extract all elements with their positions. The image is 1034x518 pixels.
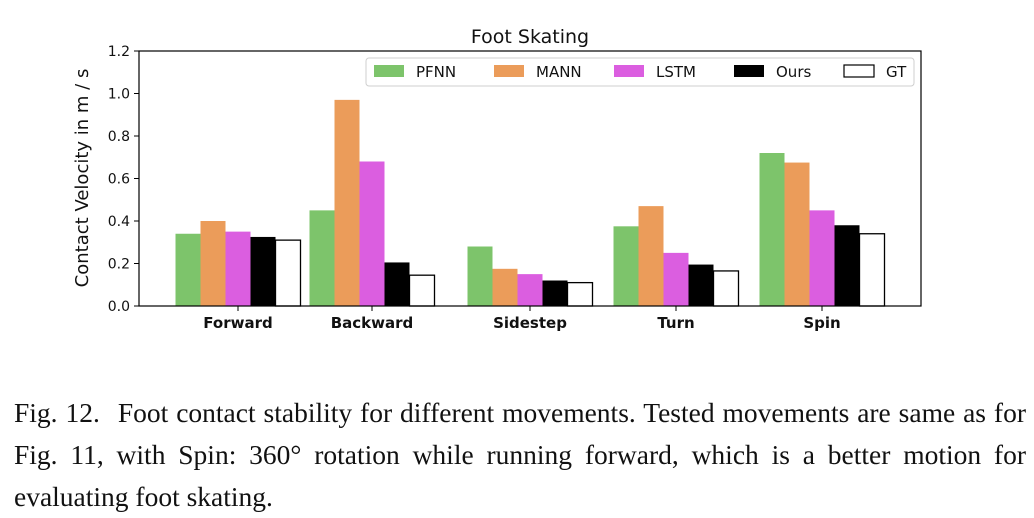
legend-swatch-lstm: [614, 65, 644, 77]
y-axis-label: Contact Velocity in m / s: [72, 69, 93, 288]
bar-lstm-forward: [225, 231, 251, 306]
plot-area: Forward Backward Sidestep Turn Spin 0.0 0.2 0.4…: [108, 44, 922, 332]
bar-ours-sidestep: [542, 280, 568, 306]
bar-gt-backward: [408, 274, 436, 307]
bar-gt-sidestep: [566, 281, 594, 307]
plot-frame: [138, 50, 922, 307]
bar-lstm-sidestep: [517, 274, 543, 306]
bar-chart: Foot Skating Contact Velocity in m / s F…: [72, 26, 922, 332]
chart-title: Foot Skating: [471, 26, 589, 48]
x-tick-label: Forward: [203, 314, 272, 332]
legend-label-lstm: LSTM: [656, 63, 696, 81]
legend-label-ours: Ours: [776, 63, 811, 81]
legend-label-gt: GT: [886, 63, 907, 81]
bar-pfnn-turn: [613, 226, 639, 306]
bar-pfnn-sidestep: [467, 246, 493, 306]
caption-label: Fig. 12.: [14, 397, 100, 428]
legend-label-mann: MANN: [536, 63, 582, 81]
bar-pfnn-backward: [309, 210, 335, 306]
bar-ours-forward: [250, 236, 276, 306]
y-tick-label: 0.2: [108, 257, 130, 273]
y-tick-label: 0.8: [108, 129, 130, 145]
x-tick-label: Backward: [331, 314, 414, 332]
bar-mann-sidestep: [492, 268, 518, 306]
bar-lstm-turn: [663, 252, 689, 306]
y-tick-label: 1.0: [108, 87, 130, 103]
bar-ours-spin: [834, 225, 860, 306]
legend-swatch-mann: [494, 65, 524, 77]
bar-gt-turn: [712, 270, 740, 307]
y-tick-label: 0.6: [108, 172, 130, 188]
bar-pfnn-spin: [759, 153, 785, 306]
bar-ours-turn: [688, 264, 714, 306]
y-tick-label: 0.4: [108, 214, 130, 230]
legend-swatch-ours: [734, 65, 764, 77]
bar-gt-forward: [274, 239, 302, 307]
bar-ours-backward: [384, 262, 410, 306]
bar-mann-turn: [638, 206, 664, 306]
y-tick-label: 1.2: [108, 44, 130, 60]
legend-swatch-gt: [843, 64, 875, 78]
bar-mann-spin: [784, 162, 810, 306]
bar-mann-forward: [200, 221, 226, 306]
legend-swatch-pfnn: [374, 65, 404, 77]
bar-gt-spin: [858, 233, 886, 307]
legend: PFNN MANN LSTM Ours GT: [365, 57, 915, 87]
bar-mann-backward: [334, 99, 360, 306]
bar-lstm-backward: [359, 161, 385, 306]
bar-pfnn-forward: [175, 233, 201, 306]
legend-label-pfnn: PFNN: [416, 63, 456, 81]
x-tick-label: Turn: [657, 314, 694, 332]
bar-lstm-spin: [809, 210, 835, 306]
caption-text: Foot contact stability for different mov…: [14, 397, 1026, 512]
x-tick-label: Sidestep: [493, 314, 567, 332]
y-tick-label: 0.0: [108, 299, 130, 315]
x-tick-label: Spin: [803, 314, 840, 332]
figure-caption: Fig. 12. Foot contact stability for diffe…: [14, 392, 1026, 518]
